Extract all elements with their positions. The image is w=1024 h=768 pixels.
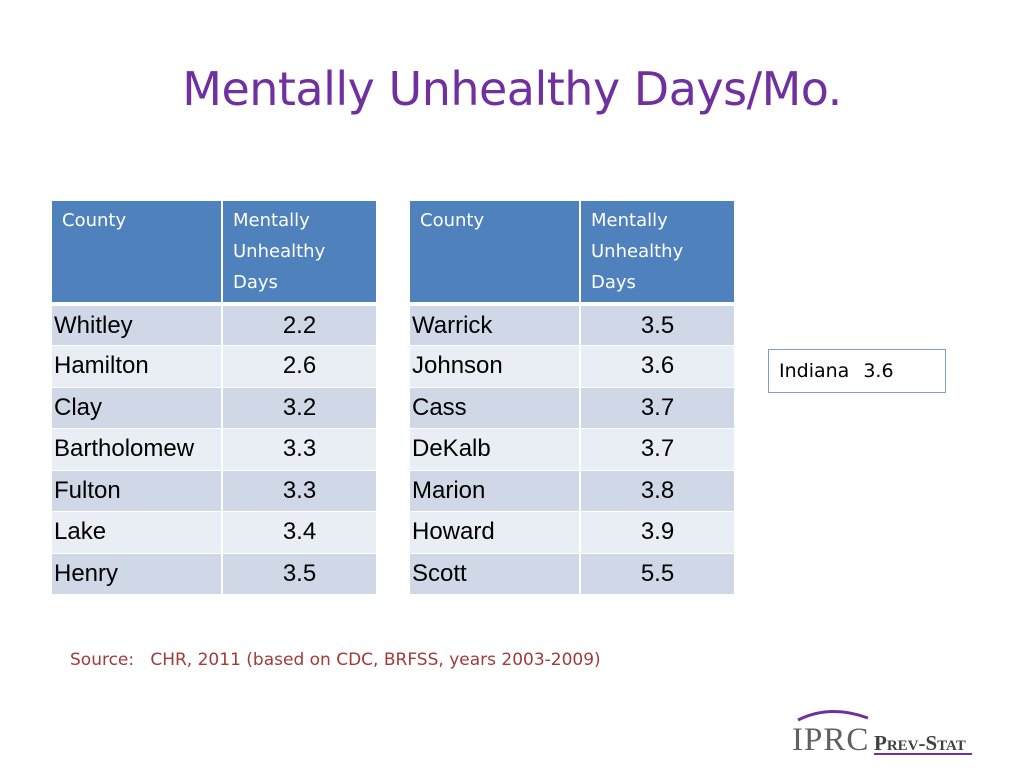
table-row: Johnson 3.6 bbox=[410, 345, 734, 388]
county-name: Warrick bbox=[410, 304, 581, 346]
county-name: Fulton bbox=[52, 470, 223, 512]
state-value: 3.6 bbox=[863, 360, 894, 382]
logo-arc bbox=[797, 709, 869, 722]
county-value: 3.5 bbox=[580, 304, 734, 346]
county-value: 3.7 bbox=[580, 428, 734, 471]
county-value: 5.5 bbox=[580, 553, 734, 595]
county-name: Lake bbox=[52, 511, 223, 554]
table-row: Hamilton 2.6 bbox=[52, 345, 376, 388]
county-name: Johnson bbox=[410, 345, 581, 388]
county-value: 3.2 bbox=[222, 387, 376, 429]
header-mentally-unhealthy-days: Mentally Unhealthy Days bbox=[222, 201, 376, 306]
header-line-3: Days bbox=[233, 272, 278, 293]
header-line-2: Unhealthy bbox=[591, 241, 684, 262]
iprc-prev-stat-logo: IPRC Prev-Stat bbox=[792, 709, 972, 758]
header-line-3: Days bbox=[591, 272, 636, 293]
source-citation: Source: CHR, 2011 (based on CDC, BRFSS, … bbox=[70, 650, 601, 670]
table-row: DeKalb 3.7 bbox=[410, 428, 734, 471]
county-name: Marion bbox=[410, 470, 581, 512]
county-value: 2.6 bbox=[222, 345, 376, 388]
slide-title: Mentally Unhealthy Days/Mo. bbox=[182, 62, 842, 116]
state-name: Indiana bbox=[779, 360, 850, 382]
table-row: Whitley 2.2 bbox=[52, 304, 376, 346]
county-name: Whitley bbox=[52, 304, 223, 346]
county-value: 3.6 bbox=[580, 345, 734, 388]
table-header-row: County Mentally Unhealthy Days bbox=[410, 201, 734, 306]
county-name: Bartholomew bbox=[52, 428, 223, 471]
table-row: Warrick 3.5 bbox=[410, 304, 734, 346]
table-row: Cass 3.7 bbox=[410, 387, 734, 429]
table-header-row: County Mentally Unhealthy Days bbox=[52, 201, 376, 306]
county-table-left: County Mentally Unhealthy Days Whitley 2.2 … bbox=[52, 201, 376, 595]
county-value: 3.3 bbox=[222, 470, 376, 512]
table-row: Henry 3.5 bbox=[52, 553, 376, 595]
table-row: Bartholomew 3.3 bbox=[52, 428, 376, 471]
county-name: Clay bbox=[52, 387, 223, 429]
county-name: Henry bbox=[52, 553, 223, 595]
table-row: Fulton 3.3 bbox=[52, 470, 376, 512]
county-value: 3.5 bbox=[222, 553, 376, 595]
header-line-1: Mentally bbox=[233, 210, 310, 231]
county-name: Cass bbox=[410, 387, 581, 429]
source-text: CHR, 2011 (based on CDC, BRFSS, years 20… bbox=[150, 650, 601, 670]
header-county: County bbox=[410, 201, 581, 306]
county-name: Howard bbox=[410, 511, 581, 554]
state-average-box: Indiana 3.6 bbox=[768, 349, 946, 393]
county-name: Scott bbox=[410, 553, 581, 595]
logo-product-text: Prev-Stat bbox=[874, 731, 966, 755]
county-value: 2.2 bbox=[222, 304, 376, 346]
county-table-right: County Mentally Unhealthy Days Warrick 3.5 … bbox=[410, 201, 734, 595]
header-county: County bbox=[52, 201, 223, 306]
county-name: Hamilton bbox=[52, 345, 223, 388]
county-name: DeKalb bbox=[410, 428, 581, 471]
source-label: Source: bbox=[70, 650, 135, 670]
table-row: Howard 3.9 bbox=[410, 511, 734, 554]
header-line-1: Mentally bbox=[591, 210, 668, 231]
table-row: Scott 5.5 bbox=[410, 553, 734, 595]
logo-org-text: IPRC bbox=[792, 722, 869, 758]
county-value: 3.8 bbox=[580, 470, 734, 512]
header-line-2: Unhealthy bbox=[233, 241, 326, 262]
table-row: Lake 3.4 bbox=[52, 511, 376, 554]
county-value: 3.3 bbox=[222, 428, 376, 471]
county-value: 3.4 bbox=[222, 511, 376, 554]
table-row: Clay 3.2 bbox=[52, 387, 376, 429]
county-value: 3.7 bbox=[580, 387, 734, 429]
county-value: 3.9 bbox=[580, 511, 734, 554]
table-row: Marion 3.8 bbox=[410, 470, 734, 512]
header-mentally-unhealthy-days: Mentally Unhealthy Days bbox=[580, 201, 734, 306]
